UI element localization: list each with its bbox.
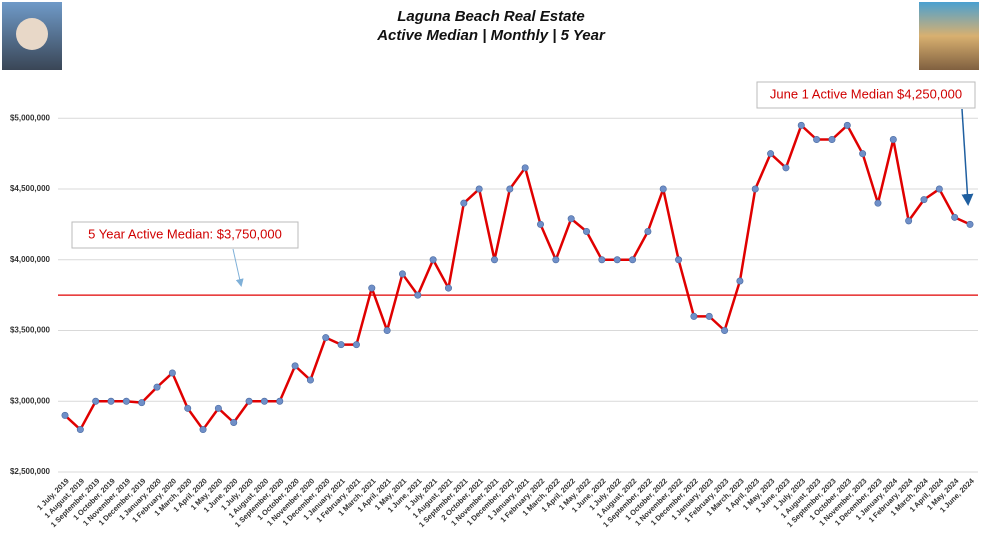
data-point [398, 270, 406, 278]
data-point [767, 150, 775, 158]
data-point [107, 397, 115, 405]
data-point [444, 284, 452, 292]
y-tick-label: $4,500,000 [10, 184, 51, 193]
data-point [490, 256, 498, 264]
data-point [675, 256, 683, 264]
data-point [567, 215, 575, 223]
data-point [537, 220, 545, 228]
data-point [644, 227, 652, 235]
y-tick-label: $4,000,000 [10, 255, 51, 264]
data-point [721, 327, 729, 335]
chart-subtitle: Active Median | Monthly | 5 Year [376, 27, 606, 44]
data-point [506, 185, 514, 193]
annotation-arrow [232, 248, 244, 287]
data-point [153, 383, 161, 391]
data-point [214, 404, 222, 412]
beach-photo [919, 2, 979, 70]
data-point [935, 185, 943, 193]
data-point [429, 256, 437, 264]
data-point [966, 220, 974, 228]
data-point [92, 397, 100, 405]
data-point [889, 136, 897, 144]
data-point [521, 164, 529, 172]
data-point [598, 256, 606, 264]
y-tick-label: $2,500,000 [10, 467, 51, 476]
data-point [475, 185, 483, 193]
data-point [460, 199, 468, 207]
data-point [905, 217, 913, 225]
data-point [184, 404, 192, 412]
annotation: June 1 Active Median $4,250,000 [770, 86, 962, 101]
data-point [782, 164, 790, 172]
data-point [337, 341, 345, 349]
data-point [352, 341, 360, 349]
data-point [828, 136, 836, 144]
y-tick-label: $3,500,000 [10, 326, 51, 335]
data-point [874, 199, 882, 207]
data-point [322, 334, 330, 342]
data-point [306, 376, 314, 384]
annotation-box [756, 81, 976, 109]
y-tick-label: $3,000,000 [10, 396, 51, 405]
data-point [736, 277, 744, 285]
data-point [199, 426, 207, 434]
data-point [276, 397, 284, 405]
data-point [859, 150, 867, 158]
annotation: 5 Year Active Median: $3,750,000 [88, 226, 282, 241]
data-point [843, 121, 851, 129]
annotation-arrow [961, 108, 974, 206]
data-point [122, 397, 130, 405]
y-tick-label: $5,000,000 [10, 113, 51, 122]
portrait-face [16, 18, 48, 50]
data-point [705, 312, 713, 320]
data-point [552, 256, 560, 264]
data-point [61, 411, 69, 419]
data-point [613, 256, 621, 264]
data-point [951, 213, 959, 221]
data-point [230, 418, 238, 426]
data-point [414, 291, 422, 299]
data-point [291, 362, 299, 370]
data-point [245, 397, 253, 405]
annotation-box [71, 221, 299, 249]
data-point [629, 256, 637, 264]
data-point [76, 426, 84, 434]
data-point [751, 185, 759, 193]
data-point [797, 121, 805, 129]
data-point [260, 397, 268, 405]
data-point [920, 196, 928, 204]
data-point [383, 327, 391, 335]
data-point [583, 227, 591, 235]
chart-title: Laguna Beach Real Estate [397, 8, 585, 25]
data-point [659, 185, 667, 193]
data-point [368, 284, 376, 292]
data-point [168, 369, 176, 377]
data-point [138, 399, 146, 407]
data-point [813, 136, 821, 144]
data-line [64, 124, 971, 431]
data-point [690, 312, 698, 320]
